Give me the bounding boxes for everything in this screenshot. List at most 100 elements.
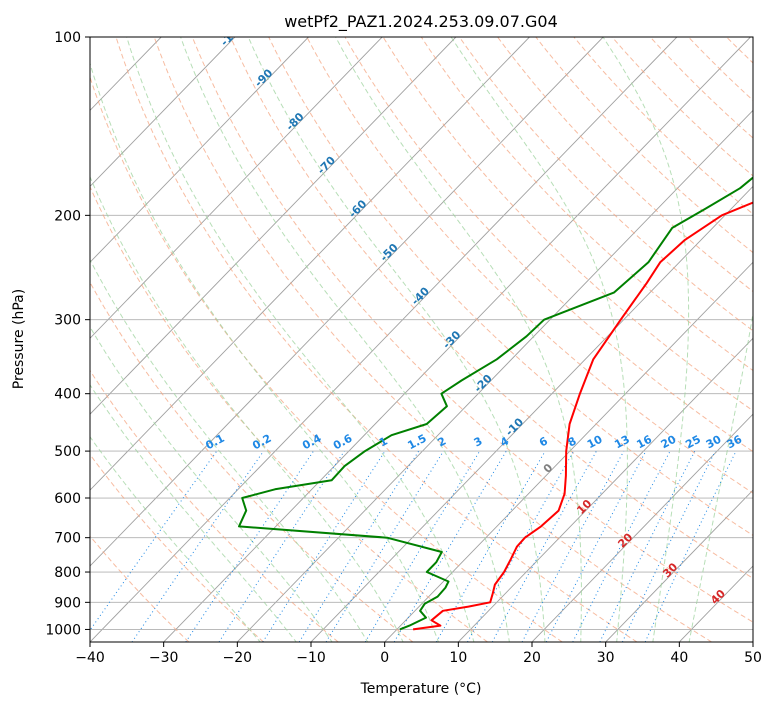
moist-adiabat-line <box>247 37 546 642</box>
plot-frame <box>89 36 754 643</box>
mixing-ratio-label: 13 <box>612 433 632 452</box>
moist-adiabat-line <box>90 61 440 642</box>
dry-adiabat-line <box>765 37 775 642</box>
x-tick-label: 40 <box>670 650 688 666</box>
x-tick-label: 20 <box>523 650 541 666</box>
dry-adiabat-line <box>268 37 753 536</box>
mixing-ratio-line <box>435 450 546 642</box>
dry-adiabat-line <box>688 37 753 102</box>
y-tick-label: 600 <box>54 491 81 507</box>
mixing-ratio-line <box>545 450 647 642</box>
dry-adiabat-label: -40 <box>409 284 432 307</box>
isotherm-line <box>163 37 751 642</box>
y-tick-label: 800 <box>54 565 81 581</box>
mixing-ratio-line <box>218 450 345 642</box>
mixing-ratio-label: 3 <box>472 434 485 449</box>
mixing-ratio-label: 0.1 <box>203 432 226 453</box>
mixing-ratio-line <box>90 450 218 632</box>
plot-area <box>90 37 775 642</box>
mixing-ratio-label: 20 <box>659 433 679 452</box>
dewpoint-profile-line <box>238 176 753 631</box>
mixing-ratio-label: 10 <box>585 433 605 452</box>
isotherm-line <box>90 37 604 567</box>
dry-adiabat-line <box>90 535 190 642</box>
x-tick-label: −30 <box>149 650 179 666</box>
isotherm-line <box>90 37 309 263</box>
moist-adiabat-line <box>90 258 369 642</box>
isotherm-line <box>90 37 457 415</box>
x-axis-label: Temperature (°C) <box>360 681 482 697</box>
isotherm-line <box>90 37 678 642</box>
dry-adiabat-line <box>90 453 264 642</box>
isotherm-line <box>90 37 530 491</box>
moist-adiabat-line <box>90 175 404 642</box>
dry-adiabat-line <box>230 37 753 579</box>
y-axis: 1000 900 800 700 600 500 400 300 200 100 <box>45 30 90 638</box>
mixing-ratio-label: 1.5 <box>405 432 428 453</box>
x-tick-label: −40 <box>75 650 105 666</box>
dry-adiabat-label: 30 <box>660 560 680 580</box>
y-tick-label: 200 <box>54 208 81 224</box>
mixing-ratio-line <box>262 450 386 642</box>
mixing-ratio-line <box>491 450 597 642</box>
dry-adiabat-line <box>153 37 712 642</box>
moist-adiabat-line <box>180 37 510 642</box>
moist-adiabat-line <box>126 37 475 642</box>
dry-adiabat-line <box>115 37 638 642</box>
dry-adiabat-label: -30 <box>440 328 463 351</box>
moist-adiabat-line <box>90 325 333 642</box>
y-tick-label: 700 <box>54 531 81 547</box>
dry-adiabat-label: 20 <box>615 530 635 550</box>
isotherm-line <box>531 413 753 642</box>
dry-adiabat-label: -10 <box>503 415 526 438</box>
dry-adiabat-line <box>649 37 753 139</box>
mixing-ratio-line <box>521 450 625 642</box>
mixing-ratio-line <box>599 450 696 642</box>
x-tick-label: −10 <box>296 650 326 666</box>
dry-adiabat-line <box>191 37 753 623</box>
dry-adiabat-line <box>90 281 414 642</box>
mixing-ratio-label: 30 <box>704 433 724 452</box>
moist-adiabat-line <box>90 435 261 642</box>
x-tick-label: 0 <box>380 650 389 666</box>
mixing-ratio-line <box>131 450 265 642</box>
isotherm-line <box>605 489 753 642</box>
y-tick-label: 900 <box>54 595 81 611</box>
isotherm-line <box>384 261 753 642</box>
dry-adiabat-line <box>90 185 488 642</box>
moist-adiabat-line <box>688 310 753 642</box>
x-tick-label: 10 <box>449 650 467 666</box>
dry-adiabat-line <box>90 75 563 642</box>
x-axis: −40 −30 −20 −10 0 10 20 30 40 50 <box>75 642 762 666</box>
isotherm-line <box>90 37 236 188</box>
mixing-ratio-line <box>467 450 575 642</box>
moist-adiabat-line <box>90 384 297 642</box>
moist-adiabat-line <box>450 37 628 642</box>
dry-adiabat-line <box>306 37 753 494</box>
dry-adiabat-line <box>497 37 753 293</box>
mixing-ratio-line <box>644 450 737 642</box>
dry-adiabat-label: -70 <box>315 154 338 177</box>
dry-adiabat-line <box>90 369 339 642</box>
mixing-ratio-line <box>325 450 444 642</box>
isotherm-line <box>236 109 753 642</box>
dry-adiabat-line <box>726 37 753 64</box>
y-tick-label: 300 <box>54 313 81 329</box>
mixing-ratio-label: 36 <box>725 433 745 452</box>
y-tick-label: 1000 <box>45 622 81 638</box>
isotherm-line <box>310 185 753 642</box>
dry-adiabat-label: 40 <box>708 587 728 607</box>
isotherm-line <box>90 37 383 339</box>
dry-adiabat-line <box>344 37 753 453</box>
isotherm-line <box>457 337 753 642</box>
mixing-ratio-line <box>393 450 507 642</box>
mixing-ratio-label: 16 <box>634 433 654 452</box>
mixing-ratio-line <box>185 450 314 642</box>
y-tick-label: 400 <box>54 387 81 403</box>
moist-adiabat-line <box>602 37 690 642</box>
dry-adiabat-line <box>420 37 753 372</box>
temperature-profile-line <box>412 201 753 631</box>
mixing-ratio-label: 25 <box>683 433 703 452</box>
dry-adiabat-line <box>535 37 753 254</box>
